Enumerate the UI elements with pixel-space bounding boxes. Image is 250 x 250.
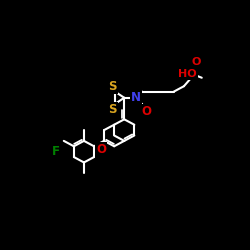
Text: N: N [131,91,141,104]
Text: O: O [141,105,151,118]
Text: S: S [108,103,117,116]
Text: O: O [96,143,106,156]
Text: O: O [192,57,201,67]
Text: F: F [52,145,60,158]
Text: S: S [108,80,117,93]
Text: HO: HO [178,69,197,79]
